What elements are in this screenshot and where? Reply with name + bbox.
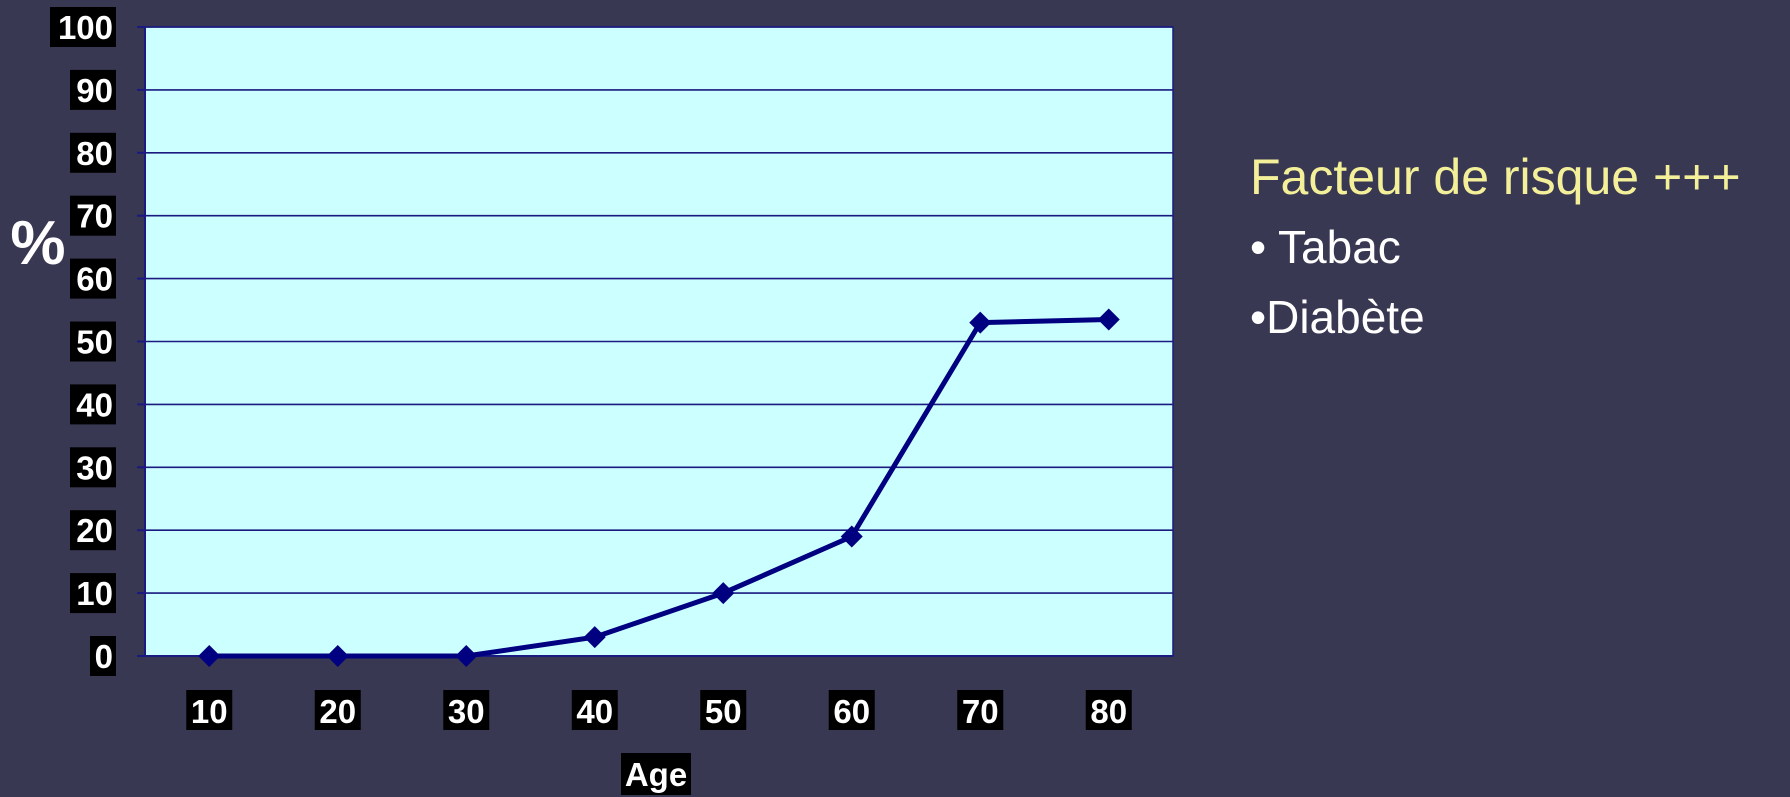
y-tick-label-60: 60 — [76, 261, 113, 298]
x-tick-label-40: 40 — [576, 693, 613, 730]
x-tick-label-80: 80 — [1090, 693, 1127, 730]
y-tick-label-bg-0 — [90, 636, 116, 676]
x-tick-label-bg-60 — [828, 690, 875, 730]
risk-factor-item-tabac: • Tabac — [1250, 221, 1401, 273]
y-tick-label-70: 70 — [76, 198, 113, 235]
x-tick-label-60: 60 — [833, 693, 870, 730]
data-point-50 — [712, 582, 735, 605]
y-tick-label-bg-20 — [70, 510, 116, 551]
y-tick-label-0: 0 — [95, 638, 113, 675]
series-line — [209, 316, 1109, 659]
x-tick-label-70: 70 — [962, 693, 999, 730]
x-tick-label-bg-80 — [1085, 690, 1132, 730]
y-tick-label-bg-30 — [70, 447, 116, 488]
data-point-60 — [840, 525, 863, 548]
data-point-40 — [583, 626, 606, 649]
x-axis-label-bg — [621, 753, 691, 795]
line-chart: 0 10 20 30 40 50 60 70 80 90 100 10 20 30 40 50 60 70 80 Ag… — [10, 7, 1174, 795]
y-tick-label-bg-80 — [70, 132, 116, 173]
y-tick-label-bg-90 — [70, 69, 116, 110]
y-tick-label-80: 80 — [76, 135, 113, 172]
y-tick-label-bg-70 — [70, 195, 116, 236]
x-tick-label-bg-20 — [314, 690, 361, 730]
x-tick-label-20: 20 — [319, 693, 356, 730]
y-tick-label-bg-40 — [70, 384, 116, 425]
y-tick-label-bg-50 — [70, 321, 116, 362]
data-point-70 — [969, 311, 992, 334]
y-tick-label-30: 30 — [76, 449, 113, 486]
x-tick-label-bg-40 — [571, 690, 618, 730]
x-tick-label-10: 10 — [191, 693, 228, 730]
y-tick-label-50: 50 — [76, 324, 113, 361]
x-tick-label-30: 30 — [448, 693, 485, 730]
y-tick-label-90: 90 — [76, 72, 113, 109]
y-tick-label-bg-60 — [70, 258, 116, 299]
y-tick-label-10: 10 — [76, 575, 113, 612]
data-point-10 — [198, 645, 221, 667]
x-tick-label-bg-10 — [186, 690, 233, 730]
risk-factor-title: Facteur de risque +++ — [1250, 149, 1741, 205]
y-tick-label-100: 100 — [58, 9, 113, 46]
x-tick-label-bg-50 — [700, 690, 747, 730]
data-point-20 — [326, 645, 349, 667]
y-tick-label-20: 20 — [76, 512, 113, 549]
x-tick-label-50: 50 — [705, 693, 742, 730]
y-tick-label-40: 40 — [76, 386, 113, 423]
y-tick-label-bg-100 — [50, 7, 116, 47]
x-axis-label: Age — [625, 756, 687, 793]
y-axis-label: % — [10, 209, 65, 278]
y-tick-label-bg-10 — [70, 573, 116, 614]
risk-factor-item-diabete: •Diabète — [1250, 291, 1425, 343]
data-point-30 — [455, 645, 478, 667]
risk-factor-panel: Facteur de risque +++ • Tabac •Diabète — [1250, 142, 1741, 352]
x-tick-label-bg-30 — [443, 690, 490, 730]
x-tick-label-bg-70 — [957, 690, 1004, 730]
data-point-80 — [1097, 308, 1120, 331]
